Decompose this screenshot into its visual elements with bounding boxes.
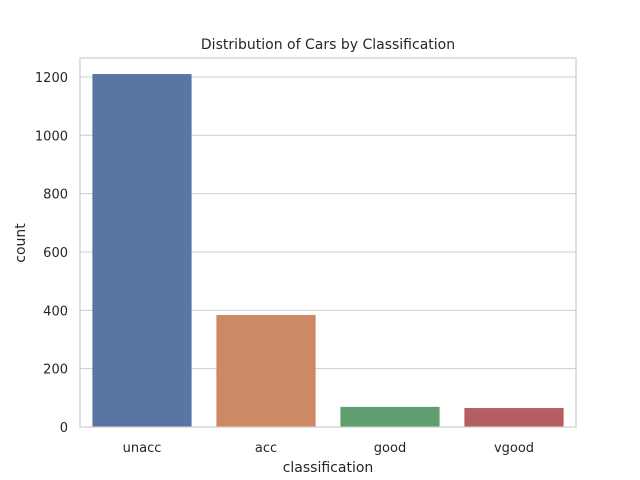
x-tick-labels: unacc acc good vgood xyxy=(123,441,534,456)
y-tick-labels: 0 200 400 600 800 1000 1200 xyxy=(35,71,68,436)
x-tick-label-acc: acc xyxy=(255,441,277,456)
y-tick-label: 800 xyxy=(43,188,68,203)
x-tick-label-vgood: vgood xyxy=(494,441,534,456)
y-axis-label: count xyxy=(13,223,29,263)
bar-acc xyxy=(216,314,316,427)
bars xyxy=(92,74,564,427)
y-tick-label: 200 xyxy=(43,363,68,378)
bar-unacc xyxy=(92,74,192,427)
x-tick-label-good: good xyxy=(374,441,406,456)
x-axis-label: classification xyxy=(283,460,374,476)
y-tick-label: 1000 xyxy=(35,129,68,144)
chart-title: Distribution of Cars by Classification xyxy=(201,37,455,53)
bar-good xyxy=(340,406,440,427)
plot-frame xyxy=(79,57,577,428)
y-tick-label: 1200 xyxy=(35,71,68,86)
y-tick-label: 400 xyxy=(43,304,68,319)
y-tick-label: 0 xyxy=(60,421,68,436)
bar-vgood xyxy=(464,408,564,427)
x-tick-label-unacc: unacc xyxy=(123,441,162,456)
y-tick-label: 600 xyxy=(43,246,68,261)
